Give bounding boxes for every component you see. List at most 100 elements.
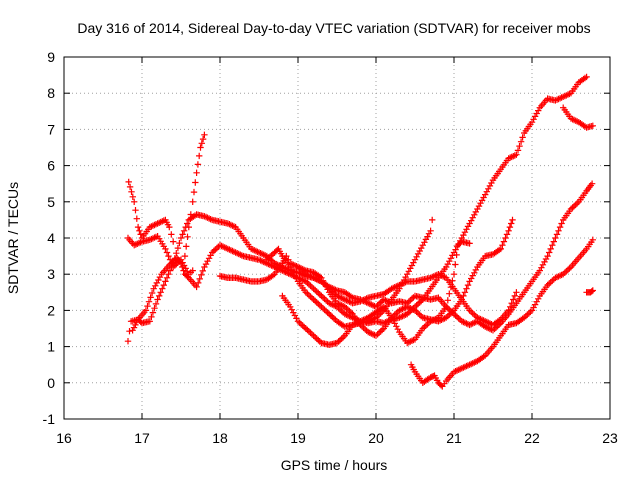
y-tick-label: -1: [43, 411, 56, 427]
data-point: [406, 306, 408, 308]
data-point: [359, 300, 361, 302]
grid-lines: [64, 57, 610, 419]
data-point: [484, 355, 486, 357]
data-point: [184, 273, 186, 275]
data-point: [297, 271, 299, 273]
data-point: [562, 273, 564, 275]
data-point: [250, 248, 252, 250]
data-point: [515, 302, 518, 304]
data-point: [383, 306, 385, 308]
data-point: [359, 324, 361, 326]
data-point: [375, 295, 377, 297]
data-point: [184, 255, 186, 257]
data-point: [422, 298, 424, 301]
data-point: [469, 309, 471, 311]
data-point: [297, 266, 299, 268]
data-point: [570, 266, 572, 268]
data-point: [492, 329, 494, 331]
data-point: [570, 117, 572, 120]
y-tick-label: 3: [47, 266, 55, 282]
data-point: [352, 324, 354, 326]
data-point: [192, 269, 194, 272]
data-point: [196, 172, 198, 174]
data-point: [453, 309, 455, 311]
data-point: [352, 297, 354, 299]
data-point: [422, 382, 424, 384]
data-point: [453, 251, 455, 254]
series-markers: [181, 131, 208, 260]
data-point: [164, 248, 166, 250]
data-point: [492, 324, 494, 326]
data-point: [461, 241, 463, 243]
data-point: [515, 322, 518, 324]
data-point: [242, 237, 244, 239]
data-point: [274, 273, 276, 275]
data-point: [414, 295, 416, 297]
data-point: [188, 277, 190, 279]
data-point: [586, 76, 588, 78]
data-point: [523, 317, 525, 319]
series-markers: [583, 287, 596, 296]
data-point: [336, 342, 338, 344]
data-point: [410, 364, 412, 366]
data-point: [219, 275, 221, 277]
x-tick-label: 23: [602, 430, 618, 446]
data-point: [539, 107, 541, 109]
x-tick-label: 20: [368, 430, 384, 446]
data-point: [180, 237, 182, 239]
data-point: [492, 179, 494, 181]
data-point: [508, 230, 510, 232]
data-point: [476, 208, 478, 210]
data-point: [422, 317, 424, 319]
data-point: [589, 291, 592, 293]
data-point: [430, 230, 432, 232]
data-point: [328, 344, 330, 346]
data-point: [336, 302, 338, 304]
series-arc-12: [583, 287, 596, 296]
data-point: [562, 96, 564, 98]
data-point: [199, 146, 202, 149]
x-tick-label: 17: [134, 430, 150, 446]
data-point: [188, 219, 190, 221]
data-point: [476, 317, 478, 319]
data-point: [591, 183, 593, 185]
data-point: [539, 269, 541, 272]
x-tick-label: 18: [212, 430, 228, 446]
data-point: [531, 309, 533, 311]
data-point: [133, 201, 135, 203]
data-point: [445, 277, 447, 279]
data-point: [453, 273, 455, 275]
data-point: [344, 291, 346, 293]
data-point: [149, 226, 151, 228]
data-point: [508, 324, 510, 326]
data-point: [406, 342, 408, 344]
data-point: [344, 306, 346, 308]
data-point: [157, 235, 159, 237]
data-point: [128, 181, 130, 183]
data-point: [157, 298, 159, 301]
data-point: [367, 331, 369, 333]
data-point: [285, 255, 287, 257]
data-point: [149, 239, 151, 241]
data-point: [508, 157, 510, 159]
series-arc-4: [129, 73, 590, 334]
data-point: [562, 219, 564, 221]
data-point: [586, 248, 588, 250]
data-point: [398, 288, 400, 290]
data-point: [469, 242, 471, 245]
data-point: [289, 266, 291, 268]
data-point: [313, 298, 315, 301]
data-point: [383, 322, 385, 324]
data-point: [554, 277, 557, 279]
data-point: [461, 298, 463, 301]
y-tick-label: 7: [47, 121, 55, 137]
data-point: [180, 262, 182, 264]
data-point: [305, 269, 307, 272]
data-point: [145, 309, 147, 311]
data-point: [242, 279, 244, 281]
data-point: [578, 81, 580, 83]
series-arc-8: [279, 238, 473, 348]
data-point: [227, 248, 229, 250]
data-point: [515, 291, 518, 293]
data-point: [336, 306, 338, 308]
